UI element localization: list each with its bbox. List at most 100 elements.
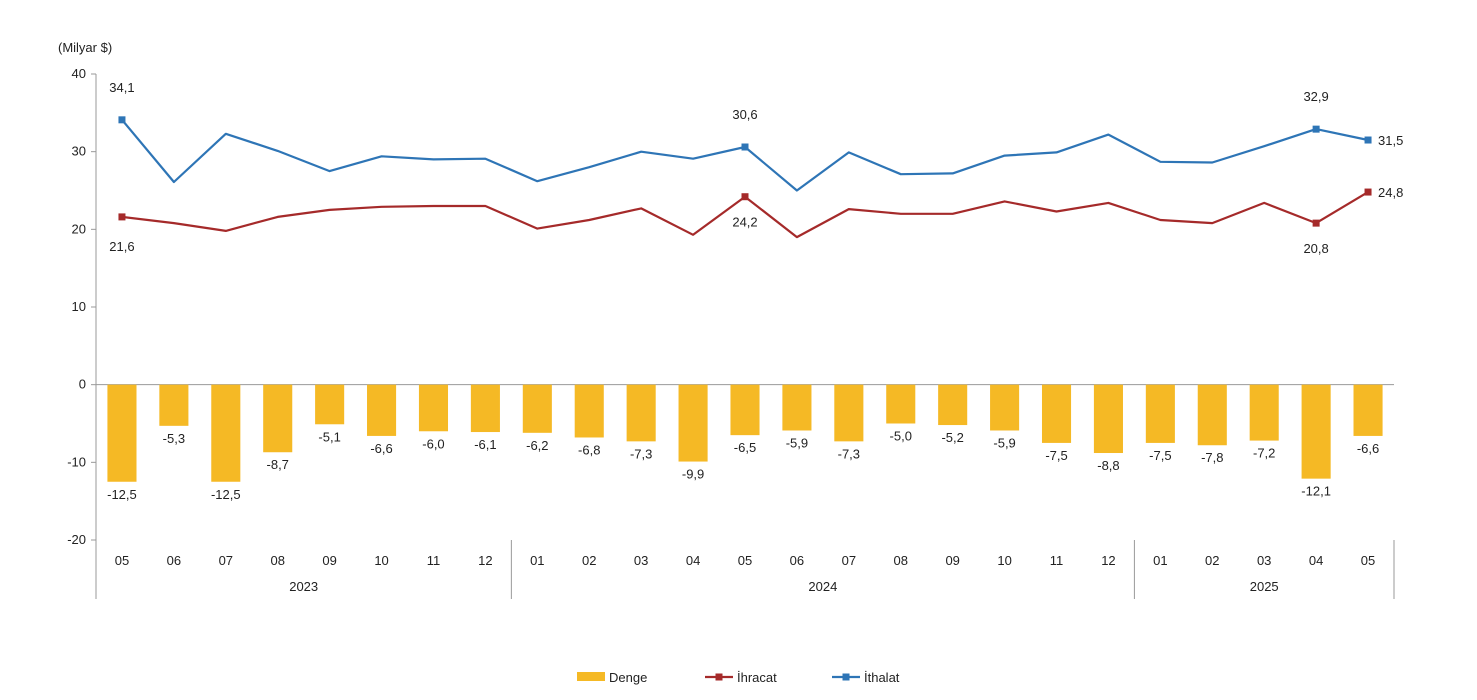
x-tick-label: 12 xyxy=(478,553,492,568)
x-tick-label: 01 xyxy=(530,553,544,568)
x-tick-label: 08 xyxy=(894,553,908,568)
bar-value-label: -5,9 xyxy=(993,435,1015,450)
y-tick-label: 10 xyxy=(72,299,86,314)
x-tick-label: 07 xyxy=(219,553,233,568)
bar-denge xyxy=(263,384,293,453)
x-tick-label: 04 xyxy=(686,553,700,568)
x-axis: 05 06 07 08 09 10 11 12 01 02 03 04 05 06 07 08 09 10 11 12… xyxy=(95,540,1395,599)
bar-value-label: -6,1 xyxy=(474,437,496,452)
point-label-ithalat: 34,1 xyxy=(109,80,134,95)
legend-marker-ithalat xyxy=(842,673,850,681)
bar-denge xyxy=(678,384,708,462)
x-tick-label: 11 xyxy=(427,553,441,568)
y-tick-label: -20 xyxy=(67,532,86,547)
year-label: 2023 xyxy=(289,579,318,594)
bar-value-label: -6,0 xyxy=(422,436,444,451)
bar-value-label: -7,8 xyxy=(1201,450,1223,465)
x-tick-label: 03 xyxy=(1257,553,1271,568)
bar-value-label: -6,5 xyxy=(734,440,756,455)
marker-ihracat xyxy=(118,213,126,221)
bar-denge xyxy=(211,384,241,482)
x-tick-label: 08 xyxy=(270,553,284,568)
legend-label: Denge xyxy=(609,670,647,685)
y-tick-label: 40 xyxy=(72,66,86,81)
bar-denge xyxy=(159,384,189,426)
bar-value-label: -6,6 xyxy=(370,441,392,456)
point-label-ihracat: 20,8 xyxy=(1303,241,1328,256)
bar-value-label: -7,2 xyxy=(1253,446,1275,461)
legend-swatch-denge xyxy=(577,672,605,681)
bar-value-label: -7,3 xyxy=(838,446,860,461)
bar-value-label: -12,5 xyxy=(211,487,241,502)
bar-denge xyxy=(315,384,345,425)
bar-value-label: -7,5 xyxy=(1045,448,1067,463)
bar-value-label: -5,2 xyxy=(941,430,963,445)
legend: Denge İhracat İthalat xyxy=(577,670,900,685)
bar-denge xyxy=(367,384,397,436)
y-tick-label: 30 xyxy=(72,144,86,159)
x-tick-label: 03 xyxy=(634,553,648,568)
bar-denge xyxy=(1197,384,1227,446)
axes: -20 -10 0 10 20 30 40 xyxy=(67,66,1394,547)
point-label-ithalat: 30,6 xyxy=(732,107,757,122)
x-tick-label: 09 xyxy=(945,553,959,568)
bar-denge xyxy=(938,384,968,426)
bar-value-label: -8,8 xyxy=(1097,458,1119,473)
y-tick-label: 20 xyxy=(72,221,86,236)
bar-denge xyxy=(1093,384,1123,454)
legend-marker-ihracat xyxy=(715,673,723,681)
bar-value-label: -5,9 xyxy=(786,435,808,450)
bar-denge xyxy=(1301,384,1331,479)
legend-label: İthalat xyxy=(864,670,900,685)
year-label: 2025 xyxy=(1250,579,1279,594)
bar-value-label: -7,5 xyxy=(1149,448,1171,463)
bar-denge xyxy=(1249,384,1279,441)
x-tick-label: 05 xyxy=(115,553,129,568)
x-tick-label: 05 xyxy=(738,553,752,568)
bar-series-denge xyxy=(107,384,1383,482)
x-tick-label: 10 xyxy=(374,553,388,568)
bar-value-label: -12,5 xyxy=(107,487,137,502)
bar-denge xyxy=(886,384,916,424)
x-tick-label: 10 xyxy=(997,553,1011,568)
unit-label: (Milyar $) xyxy=(58,40,112,55)
point-label-ithalat: 31,5 xyxy=(1378,133,1403,148)
y-tick-label: -10 xyxy=(67,454,86,469)
x-tick-label: 09 xyxy=(322,553,336,568)
x-tick-label: 01 xyxy=(1153,553,1167,568)
bar-value-label: -7,3 xyxy=(630,446,652,461)
x-tick-label: 04 xyxy=(1309,553,1323,568)
x-tick-label: 06 xyxy=(790,553,804,568)
bar-denge xyxy=(522,384,552,433)
bar-denge xyxy=(574,384,604,438)
y-tick-label: 0 xyxy=(79,377,86,392)
line-ithalat xyxy=(121,119,1369,192)
marker-ihracat xyxy=(741,193,749,201)
x-tick-label: 05 xyxy=(1361,553,1375,568)
bar-value-label: -9,9 xyxy=(682,467,704,482)
marker-ithalat xyxy=(118,116,126,124)
bar-value-label: -5,0 xyxy=(890,429,912,444)
bar-value-label: -8,7 xyxy=(267,457,289,472)
x-tick-label: 02 xyxy=(582,553,596,568)
bar-value-label: -5,3 xyxy=(163,431,185,446)
marker-ithalat xyxy=(1364,136,1372,144)
line-series xyxy=(118,116,1372,239)
bar-denge xyxy=(470,384,500,433)
marker-ithalat xyxy=(1312,125,1320,133)
bar-value-label: -6,8 xyxy=(578,442,600,457)
data-labels: -12,5 -5,3 -12,5 -8,7 -5,1 -6,6 -6,0 -6,1 -6,2 -6… xyxy=(107,80,1403,502)
x-tick-label: 12 xyxy=(1101,553,1115,568)
bar-denge xyxy=(1353,384,1383,436)
bar-denge xyxy=(782,384,812,431)
x-tick-label: 06 xyxy=(167,553,181,568)
bar-value-label: -6,6 xyxy=(1357,441,1379,456)
marker-ithalat xyxy=(741,143,749,151)
bar-denge xyxy=(1041,384,1072,443)
legend-label: İhracat xyxy=(737,670,777,685)
x-tick-label: 11 xyxy=(1050,553,1064,568)
point-label-ihracat: 21,6 xyxy=(109,239,134,254)
bar-denge xyxy=(1145,384,1175,443)
marker-ihracat xyxy=(1312,219,1320,227)
